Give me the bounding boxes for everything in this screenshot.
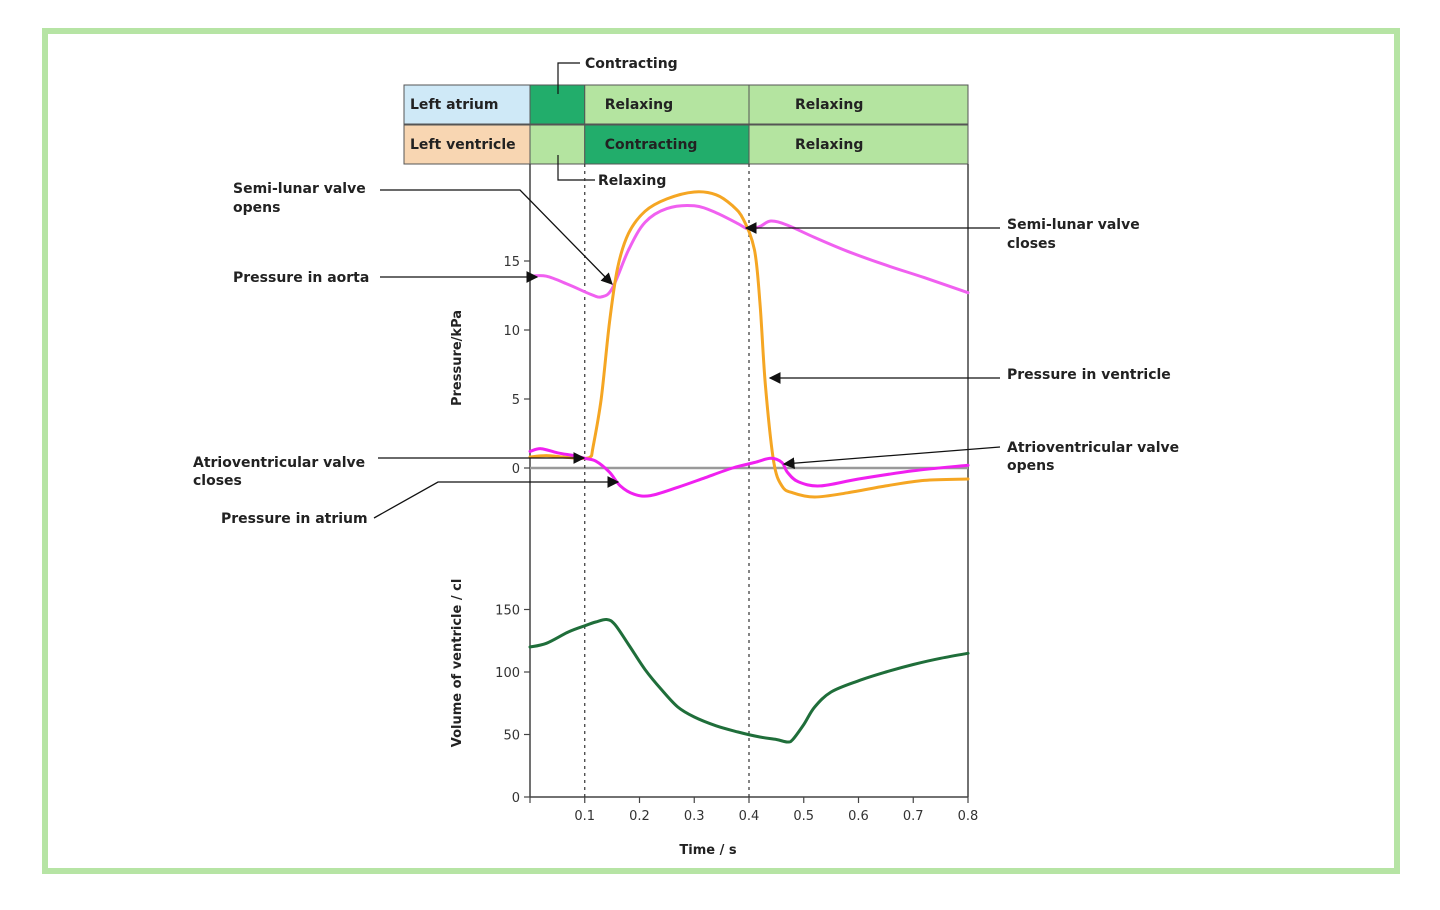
- x-tick-label: 0.5: [793, 809, 814, 824]
- phase-cell: [529, 124, 586, 165]
- annotation-semilunar-opens: Semi-lunar valve opens: [233, 181, 366, 216]
- volume-y-tick-label: 50: [503, 729, 520, 744]
- x-axis-label: Time / s: [679, 843, 736, 858]
- phase-cell: [529, 84, 586, 125]
- arrow-av-opens: [782, 446, 1001, 470]
- x-tick-label: 0.8: [958, 809, 979, 824]
- annotation-pressure-aorta: Pressure in aorta: [233, 270, 369, 286]
- chart-frame: [42, 28, 1400, 874]
- pressure-y-tick-label: 10: [503, 324, 520, 339]
- volume-y-tick-label: 0: [512, 791, 520, 806]
- phase-cell: [748, 84, 969, 125]
- pressure-y-axis-label: Pressure/kPa: [450, 310, 465, 406]
- volume-y-tick-label: 150: [495, 604, 520, 619]
- phase-cell: [584, 84, 750, 125]
- series-aorta-line: [528, 204, 970, 299]
- phase-row-label-bg: [403, 84, 531, 125]
- volume-y-tick-label: 100: [495, 666, 520, 681]
- callout-line: [557, 62, 580, 94]
- callout-relaxing: Relaxing: [598, 173, 666, 189]
- x-tick-label: 0.6: [848, 809, 869, 824]
- annotation-pressure-ventricle: Pressure in ventricle: [1007, 367, 1171, 383]
- arrow-pressure-atrium: [373, 476, 620, 519]
- annotation-av-closes: Atrioventricular valve closes: [193, 455, 365, 489]
- x-tick-label: 0.1: [574, 809, 595, 824]
- phase-cell-label: Relaxing: [605, 97, 673, 113]
- phase-cell-label: Relaxing: [795, 97, 863, 113]
- x-tick-label: 0.3: [684, 809, 705, 824]
- phase-row-label: Left atrium: [410, 97, 498, 113]
- series-volume-line: [528, 617, 970, 744]
- x-tick-label: 0.7: [903, 809, 924, 824]
- callout-contracting: Contracting: [585, 56, 678, 72]
- pressure-y-tick-label: 0: [512, 462, 520, 477]
- arrow-semilunar-opens: [380, 189, 613, 285]
- series-ventricle-line: [528, 190, 970, 499]
- phase-row-label-bg: [403, 124, 531, 165]
- annotation-av-opens: Atrioventricular valve opens: [1007, 440, 1179, 474]
- volume-y-axis-label: Volume of ventricle / cl: [450, 579, 465, 748]
- phase-cell: [748, 124, 969, 165]
- phase-cell: [584, 124, 750, 165]
- annotation-pressure-atrium: Pressure in atrium: [221, 511, 368, 527]
- pressure-y-tick-label: 15: [503, 255, 520, 270]
- annotation-semilunar-closes: Semi-lunar valve closes: [1007, 217, 1140, 252]
- phase-cell-label: Relaxing: [795, 137, 863, 153]
- x-tick-label: 0.2: [629, 809, 650, 824]
- callout-line: [557, 155, 595, 181]
- phase-row-label: Left ventricle: [410, 137, 516, 153]
- x-tick-label: 0.4: [739, 809, 760, 824]
- pressure-y-tick-label: 5: [512, 393, 520, 408]
- phase-cell-label: Contracting: [605, 137, 698, 153]
